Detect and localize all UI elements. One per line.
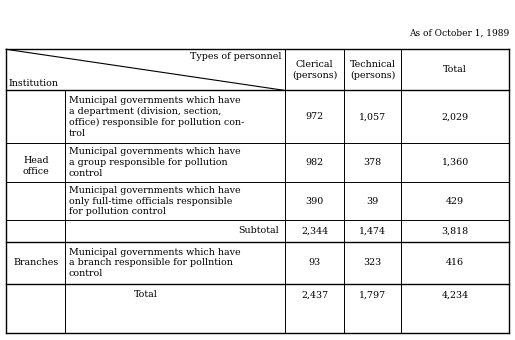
Text: 93: 93 <box>308 258 321 267</box>
Text: 1,474: 1,474 <box>359 226 386 235</box>
Text: Types of personnel: Types of personnel <box>190 52 281 61</box>
Text: 1,797: 1,797 <box>359 290 386 299</box>
Text: Municipal governments which have
a department (division, section,
office) respon: Municipal governments which have a depar… <box>68 96 244 137</box>
Text: 3,818: 3,818 <box>441 226 469 235</box>
Text: Institution: Institution <box>8 79 58 88</box>
Text: Branches: Branches <box>13 258 59 267</box>
Text: Total: Total <box>134 290 158 299</box>
Text: Clerical
(persons): Clerical (persons) <box>292 60 337 80</box>
Text: 429: 429 <box>446 197 464 206</box>
Text: Total: Total <box>443 65 467 74</box>
Text: Municipal governments which have
a branch responsible for pollntion
control: Municipal governments which have a branc… <box>68 248 240 278</box>
Text: Subtotal: Subtotal <box>238 226 279 235</box>
Text: 378: 378 <box>364 158 382 167</box>
Text: 1,360: 1,360 <box>441 158 469 167</box>
Text: 1,057: 1,057 <box>359 112 386 121</box>
Text: 2,437: 2,437 <box>301 290 328 299</box>
Text: 972: 972 <box>305 112 323 121</box>
Text: 2,029: 2,029 <box>441 112 469 121</box>
Text: 39: 39 <box>367 197 379 206</box>
Text: 323: 323 <box>364 258 382 267</box>
Text: 390: 390 <box>305 197 323 206</box>
Text: Technical
(persons): Technical (persons) <box>350 60 396 80</box>
Text: 416: 416 <box>446 258 464 267</box>
Text: Municipal governments which have
only full-time officials responsible
for pollut: Municipal governments which have only fu… <box>68 186 240 216</box>
Text: 2,344: 2,344 <box>301 226 328 235</box>
Text: 982: 982 <box>305 158 323 167</box>
Text: Municipal governments which have
a group responsible for pollution
control: Municipal governments which have a group… <box>68 147 240 178</box>
Text: 4,234: 4,234 <box>441 290 469 299</box>
Text: Head
office: Head office <box>23 156 49 176</box>
Text: As of October 1, 1989: As of October 1, 1989 <box>408 29 509 37</box>
